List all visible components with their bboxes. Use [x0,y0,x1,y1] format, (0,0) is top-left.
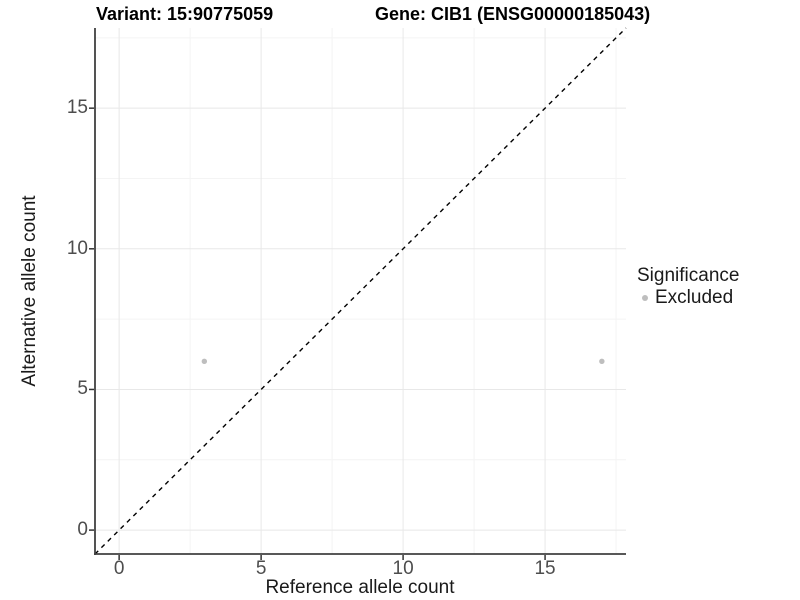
legend-title: Significance [637,265,740,286]
y-tick-label: 5 [77,378,88,400]
legend-item-excluded: Excluded [637,287,739,309]
y-tick-label: 0 [77,519,88,541]
x-tick-label: 15 [534,558,556,579]
legend-key [637,290,653,306]
x-tick-label: 5 [255,558,267,579]
x-tick-label: 0 [113,558,125,579]
data-point [599,358,605,365]
y-axis-title: Alternative allele count [19,195,40,387]
identity-dashed-line [94,27,627,555]
legend: Significance Excluded [637,265,739,309]
legend-item-label: Excluded [655,287,734,308]
plot-title-variant: Variant: 15:90775059 [96,4,274,24]
y-tick-label: 15 [66,97,88,119]
plot-title-gene: Gene: CIB1 (ENSG00000185043) [375,4,651,24]
x-tick-label: 10 [392,558,414,579]
excluded-point-icon [642,295,648,301]
x-axis-title: Reference allele count [265,577,455,598]
data-point [201,358,208,365]
y-tick-label: 10 [66,237,88,259]
